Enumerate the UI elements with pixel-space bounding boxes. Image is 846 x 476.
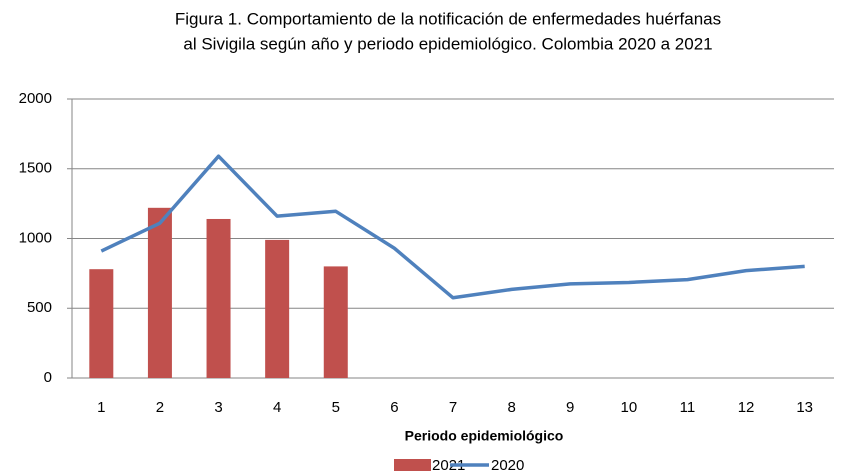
x-tick-label: 1 — [97, 399, 105, 416]
x-tick-label: 6 — [390, 399, 398, 416]
x-tick-label: 12 — [738, 399, 755, 416]
chart-title: al Sivigila según año y periodo epidemio… — [183, 34, 712, 53]
line — [100, 154, 805, 300]
bar — [265, 239, 290, 378]
x-tick-label: 4 — [273, 399, 281, 416]
bar — [323, 266, 348, 378]
x-tick-label: 9 — [566, 399, 574, 416]
x-tick-label: 11 — [680, 399, 696, 416]
bar — [147, 207, 172, 378]
y-tick-label: 1000 — [19, 229, 52, 246]
x-tick-label: 10 — [621, 399, 638, 416]
x-tick-label: 2 — [156, 399, 164, 416]
x-tick-label: 3 — [214, 399, 222, 416]
x-tick-label: 13 — [796, 399, 813, 416]
x-axis-title: Periodo epidemiológico — [405, 428, 564, 444]
legend-swatch — [394, 459, 431, 471]
legend-label: 2021 — [432, 457, 465, 474]
bar — [206, 218, 231, 378]
x-tick-label: 8 — [507, 399, 515, 416]
legend-label: 2020 — [491, 457, 524, 474]
x-tick-label: 7 — [449, 399, 457, 416]
bar — [89, 269, 114, 378]
y-tick-label: 0 — [44, 369, 52, 386]
chart-title: Figura 1. Comportamiento de la notificac… — [175, 9, 721, 28]
y-tick-label: 500 — [27, 299, 52, 316]
y-tick-label: 2000 — [19, 90, 52, 107]
x-tick-label: 5 — [332, 399, 340, 416]
y-tick-label: 1500 — [19, 160, 52, 177]
